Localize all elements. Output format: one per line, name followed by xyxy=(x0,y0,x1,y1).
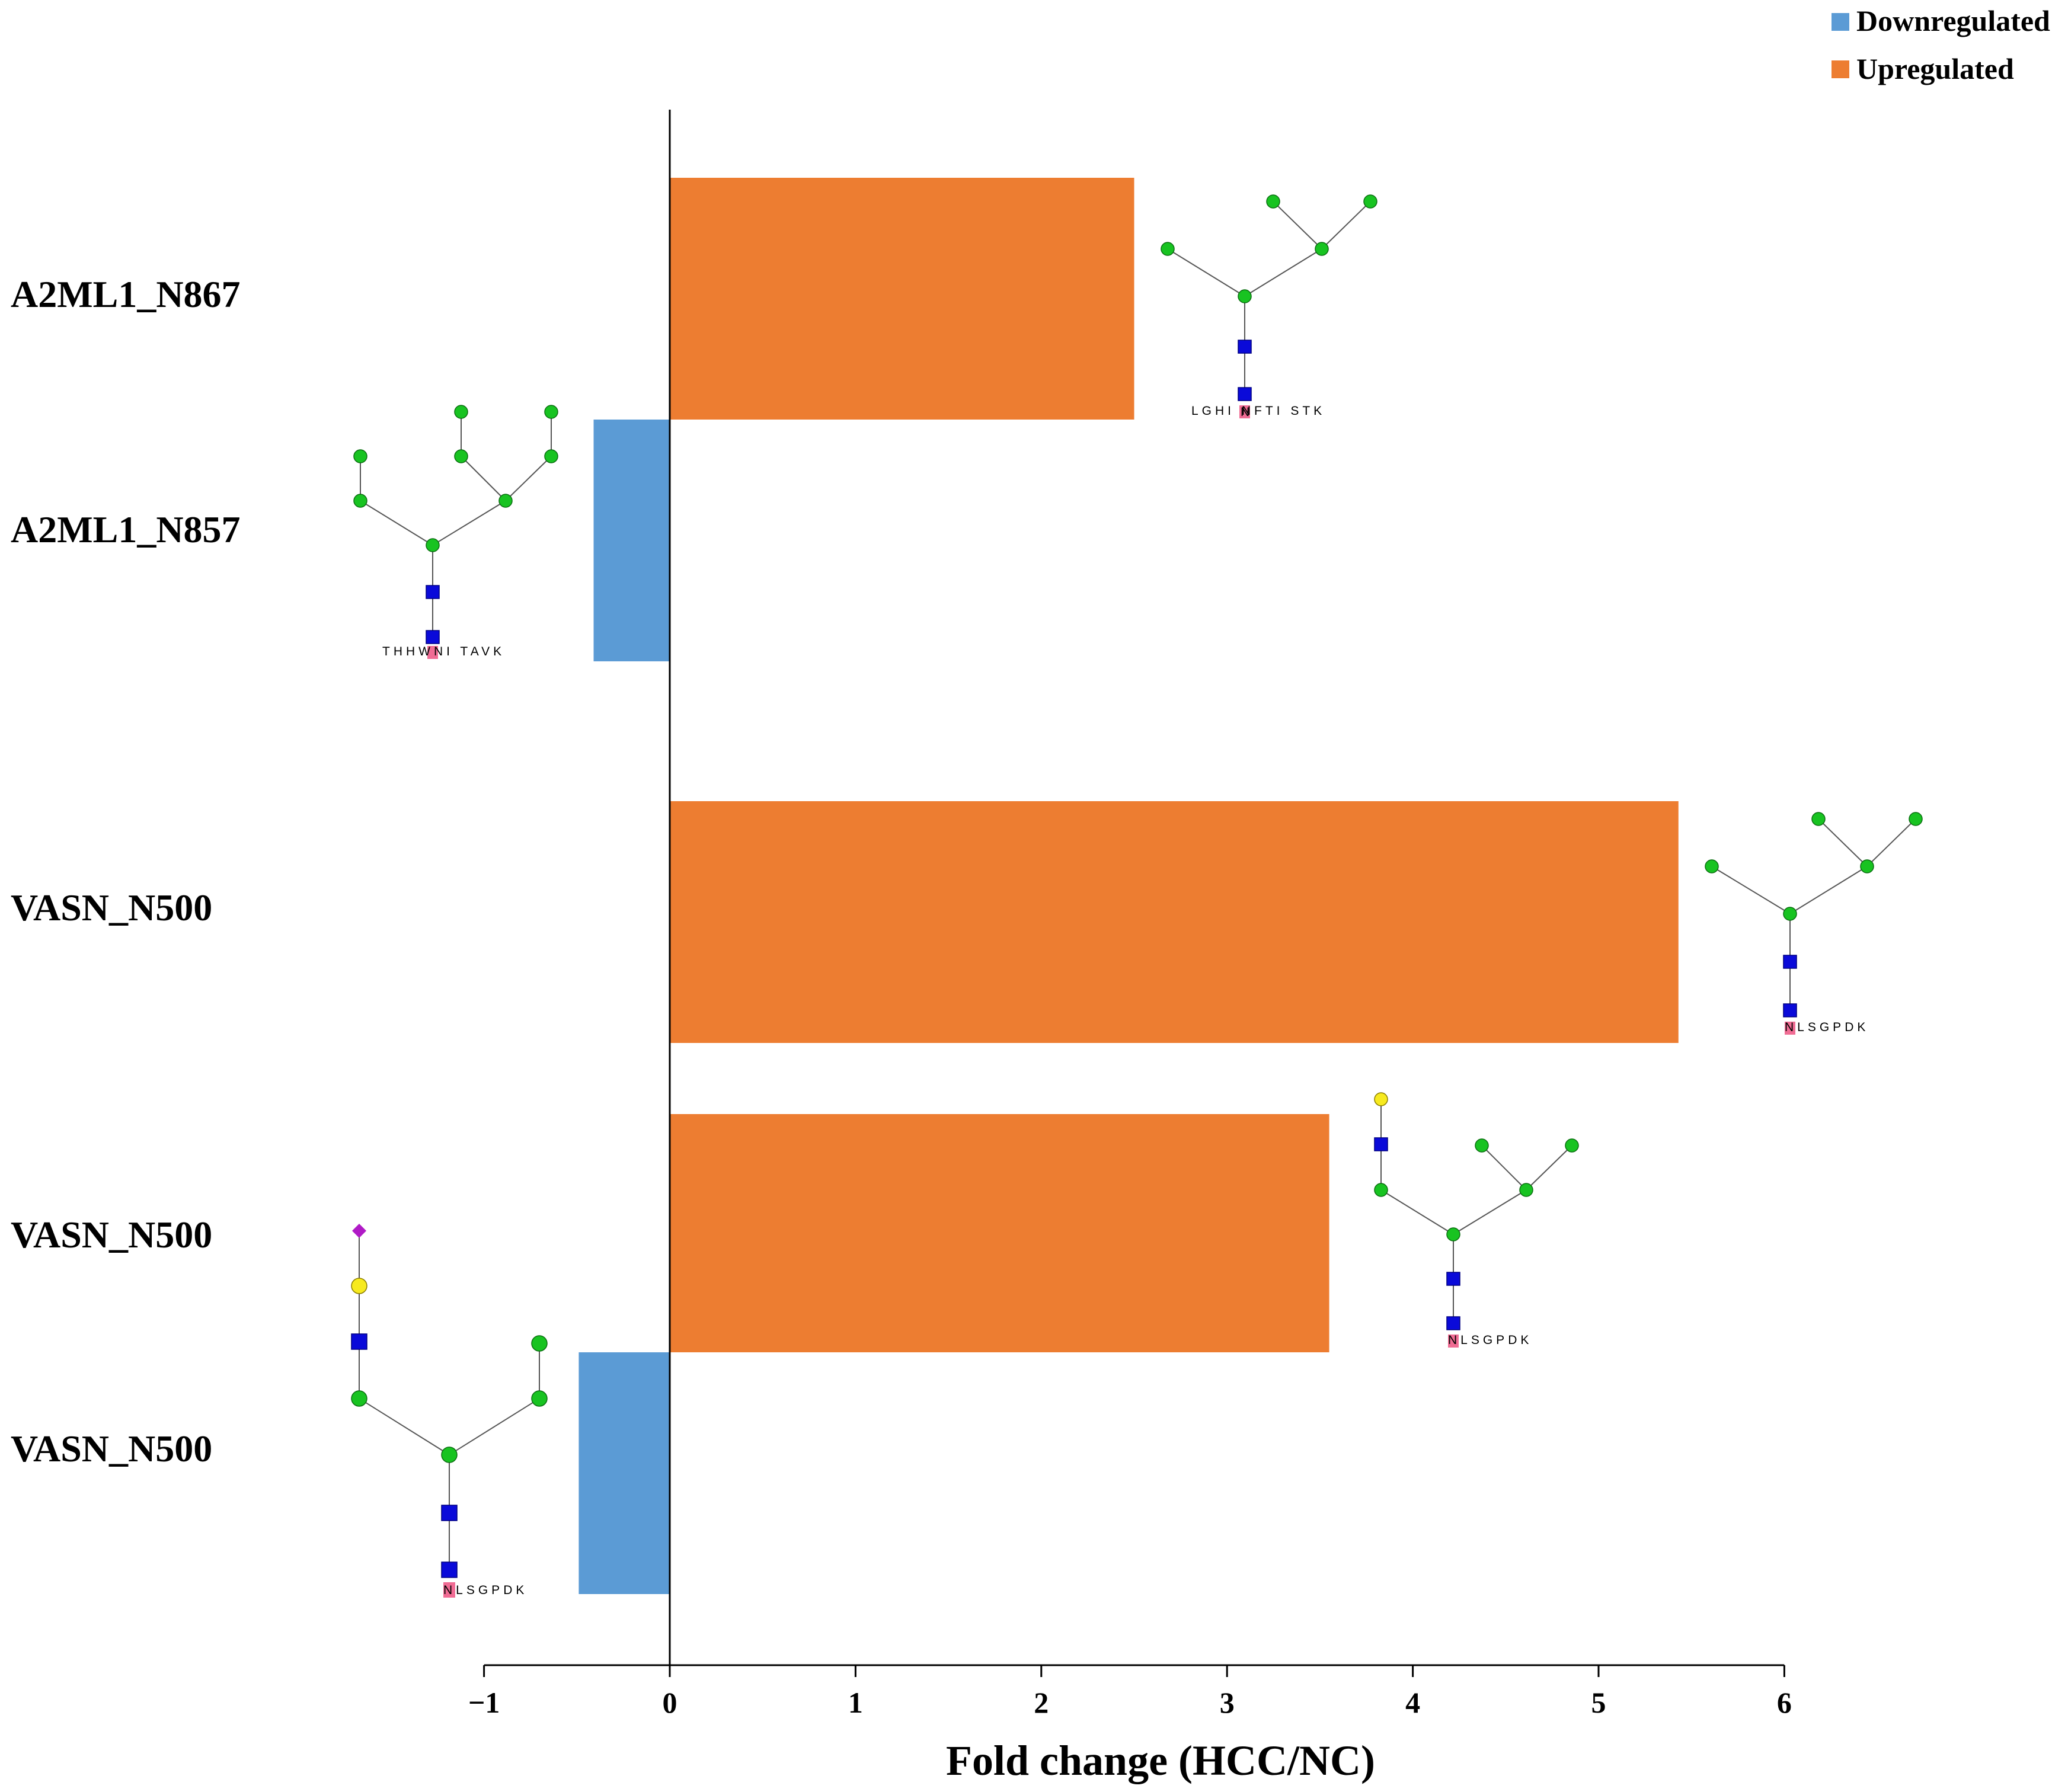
glcnac-square-icon xyxy=(1783,955,1797,969)
x-tick-label: 1 xyxy=(848,1686,863,1719)
peptide-label: LGHI NFTI STK xyxy=(1191,404,1325,418)
mannose-circle-icon xyxy=(426,538,440,552)
bar-upregulated xyxy=(670,801,1679,1043)
mannose-circle-icon xyxy=(454,405,468,419)
mannose-circle-icon xyxy=(531,1335,548,1352)
x-tick-label: 2 xyxy=(1034,1686,1049,1719)
x-tick-label: 0 xyxy=(663,1686,677,1719)
mannose-circle-icon xyxy=(1705,859,1719,873)
x-axis-title: Fold change (HCC/NC) xyxy=(946,1737,1375,1784)
mannose-circle-icon xyxy=(1565,1138,1579,1153)
mannose-circle-icon xyxy=(441,1447,458,1463)
glycosite-icon xyxy=(1239,405,1250,418)
legend-label-upregulated: Upregulated xyxy=(1856,52,2014,85)
glcnac-square-icon xyxy=(1446,1316,1460,1330)
bar-upregulated xyxy=(670,1114,1329,1352)
glycan-structure-icon: NLSGPDK xyxy=(1705,812,1923,1035)
x-tick-label: 3 xyxy=(1220,1686,1235,1719)
glycan-structure-icon: NLSGPDK xyxy=(351,1224,548,1598)
sialic-acid-diamond-icon xyxy=(352,1224,366,1238)
glcnac-square-icon xyxy=(1374,1137,1388,1151)
category-label: VASN_N500 xyxy=(11,1428,212,1470)
glcnac-square-icon xyxy=(1446,1272,1460,1286)
glcnac-square-icon xyxy=(441,1505,458,1521)
glcnac-square-icon xyxy=(426,585,440,599)
glcnac-square-icon xyxy=(1238,387,1252,401)
bar-upregulated xyxy=(670,178,1134,420)
glycan-structure-icon: N LGHI NFTI STK xyxy=(1161,194,1377,419)
peptide-label: NLSGPDK xyxy=(443,1583,528,1597)
category-label: A2ML1_N867 xyxy=(11,273,241,315)
x-tick-label: 4 xyxy=(1405,1686,1420,1719)
x-axis: −1 0 1 2 3 4 5 6 xyxy=(468,1664,1792,1719)
mannose-circle-icon xyxy=(1374,1183,1388,1197)
mannose-circle-icon xyxy=(1161,242,1175,256)
glcnac-square-icon xyxy=(1783,1003,1797,1017)
bar-downregulated xyxy=(593,420,670,661)
bars xyxy=(578,178,1679,1594)
glcnac-square-icon xyxy=(351,1333,367,1350)
glycosite-icon xyxy=(1448,1335,1459,1348)
peptide-label: NLSGPDK xyxy=(1448,1333,1532,1347)
glycosite-letter: N xyxy=(1241,405,1249,419)
mannose-circle-icon xyxy=(531,1390,548,1407)
glycan-structure-icon: NLSGPDK xyxy=(1374,1092,1579,1348)
mannose-circle-icon xyxy=(1238,289,1252,303)
mannose-circle-icon xyxy=(351,1390,367,1407)
legend-swatch-downregulated xyxy=(1832,13,1849,31)
mannose-circle-icon xyxy=(353,494,367,508)
glcnac-square-icon xyxy=(1238,340,1252,354)
mannose-circle-icon xyxy=(1909,812,1923,826)
mannose-circle-icon xyxy=(1315,242,1329,256)
mannose-circle-icon xyxy=(353,449,367,463)
glycosite-icon xyxy=(427,646,438,659)
mannose-circle-icon xyxy=(498,494,513,508)
glycosite-icon xyxy=(443,1582,455,1598)
category-label: VASN_N500 xyxy=(11,1214,212,1256)
bar-downregulated xyxy=(578,1352,670,1594)
mannose-circle-icon xyxy=(1519,1183,1533,1197)
mannose-circle-icon xyxy=(1475,1138,1489,1153)
mannose-circle-icon xyxy=(1783,907,1797,921)
x-tick-label: −1 xyxy=(468,1686,500,1719)
x-tick-label: 5 xyxy=(1591,1686,1606,1719)
mannose-circle-icon xyxy=(1860,859,1874,873)
galactose-circle-icon xyxy=(1374,1092,1388,1106)
category-labels: A2ML1_N867 A2ML1_N857 VASN_N500 VASN_N50… xyxy=(11,273,241,1470)
mannose-circle-icon xyxy=(454,449,468,463)
glycosite-icon xyxy=(1785,1022,1795,1035)
x-tick-label: 6 xyxy=(1777,1686,1792,1719)
mannose-circle-icon xyxy=(1266,194,1280,209)
galactose-circle-icon xyxy=(351,1278,367,1294)
legend-swatch-upregulated xyxy=(1832,60,1849,78)
glcnac-square-icon xyxy=(441,1561,458,1578)
category-label: A2ML1_N857 xyxy=(11,508,241,551)
legend-label-downregulated: Downregulated xyxy=(1856,4,2050,37)
mannose-circle-icon xyxy=(1363,194,1377,209)
peptide-label: THHWNI TAVK xyxy=(382,645,505,658)
mannose-circle-icon xyxy=(1811,812,1826,826)
category-label: VASN_N500 xyxy=(11,887,212,929)
glycan-structure-icon: THHWNI TAVK xyxy=(353,405,558,659)
legend: Downregulated Upregulated xyxy=(1832,4,2050,85)
peptide-label: NLSGPDK xyxy=(1785,1020,1869,1034)
mannose-circle-icon xyxy=(544,449,558,463)
glcnac-square-icon xyxy=(426,630,440,644)
mannose-circle-icon xyxy=(544,405,558,419)
mannose-circle-icon xyxy=(1446,1227,1460,1241)
